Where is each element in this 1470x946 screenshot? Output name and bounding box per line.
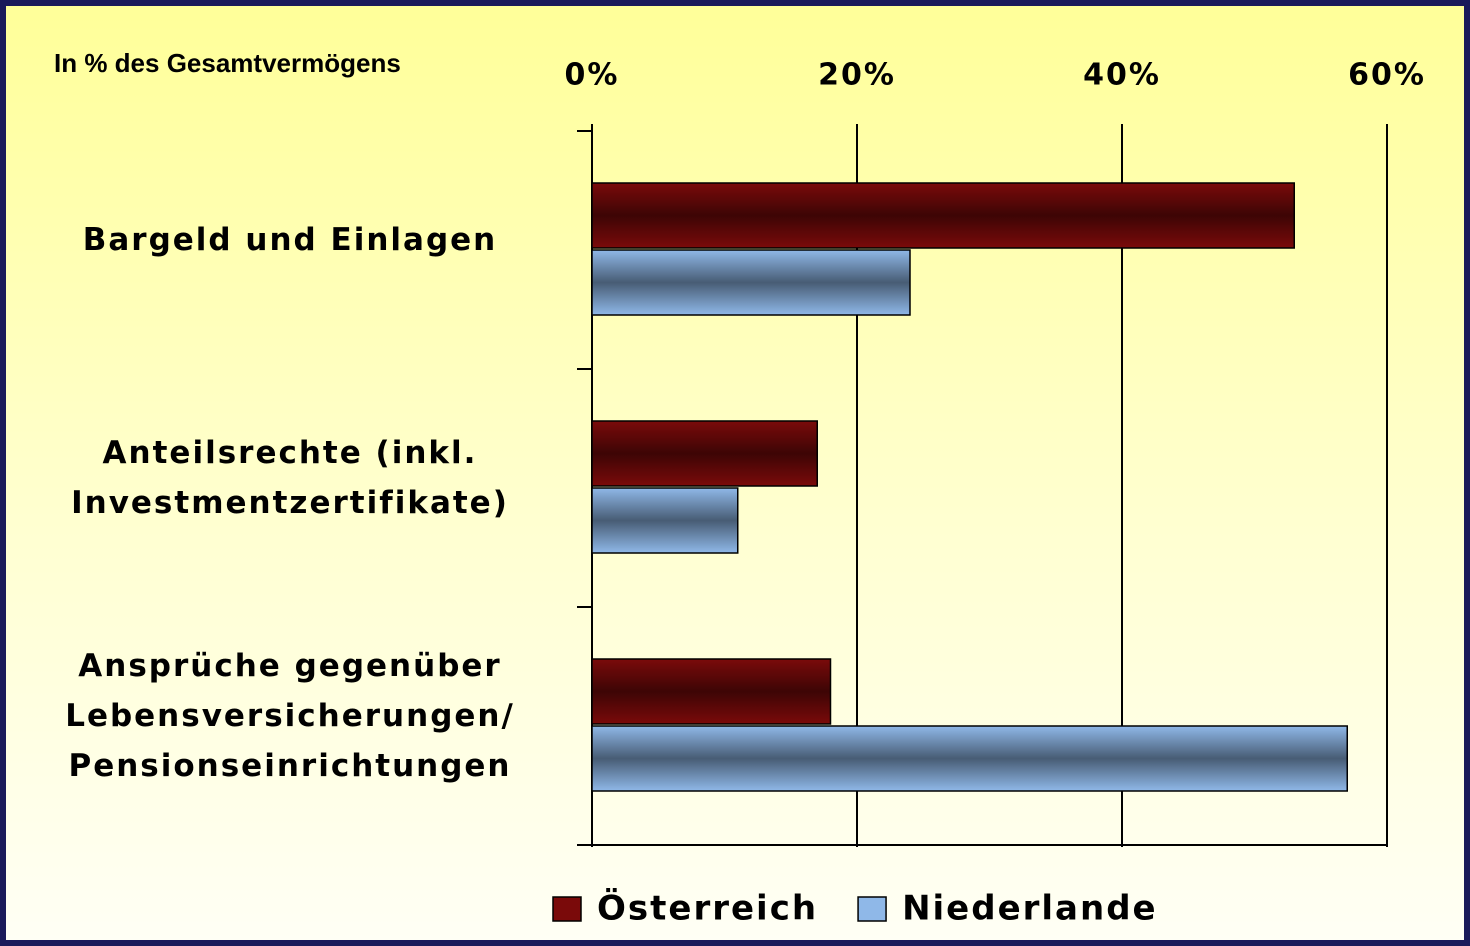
legend-swatch bbox=[552, 896, 582, 922]
x-tick-label: 60% bbox=[1348, 58, 1426, 93]
y-tick-label: Anteilsrechte (inkl. Investmentzertifika… bbox=[71, 435, 509, 521]
legend-label: Österreich bbox=[597, 888, 818, 929]
x-tick-label: 40% bbox=[1083, 58, 1161, 93]
x-tick-label: 0% bbox=[565, 58, 620, 93]
bar bbox=[591, 182, 1295, 249]
legend-label: Niederlande bbox=[902, 889, 1158, 929]
bar bbox=[591, 487, 739, 554]
y-tick-label: Bargeld und Einlagen bbox=[82, 222, 498, 258]
legend-swatch bbox=[857, 896, 887, 922]
bar bbox=[591, 249, 911, 316]
chart-subtitle: In % des Gesamtvermögens bbox=[54, 48, 401, 78]
bar bbox=[591, 725, 1348, 792]
bar bbox=[591, 420, 818, 487]
y-tick-label: Ansprüche gegenüber Lebensversicherungen… bbox=[65, 648, 515, 784]
bar bbox=[591, 658, 832, 725]
x-tick-label: 20% bbox=[818, 58, 896, 93]
